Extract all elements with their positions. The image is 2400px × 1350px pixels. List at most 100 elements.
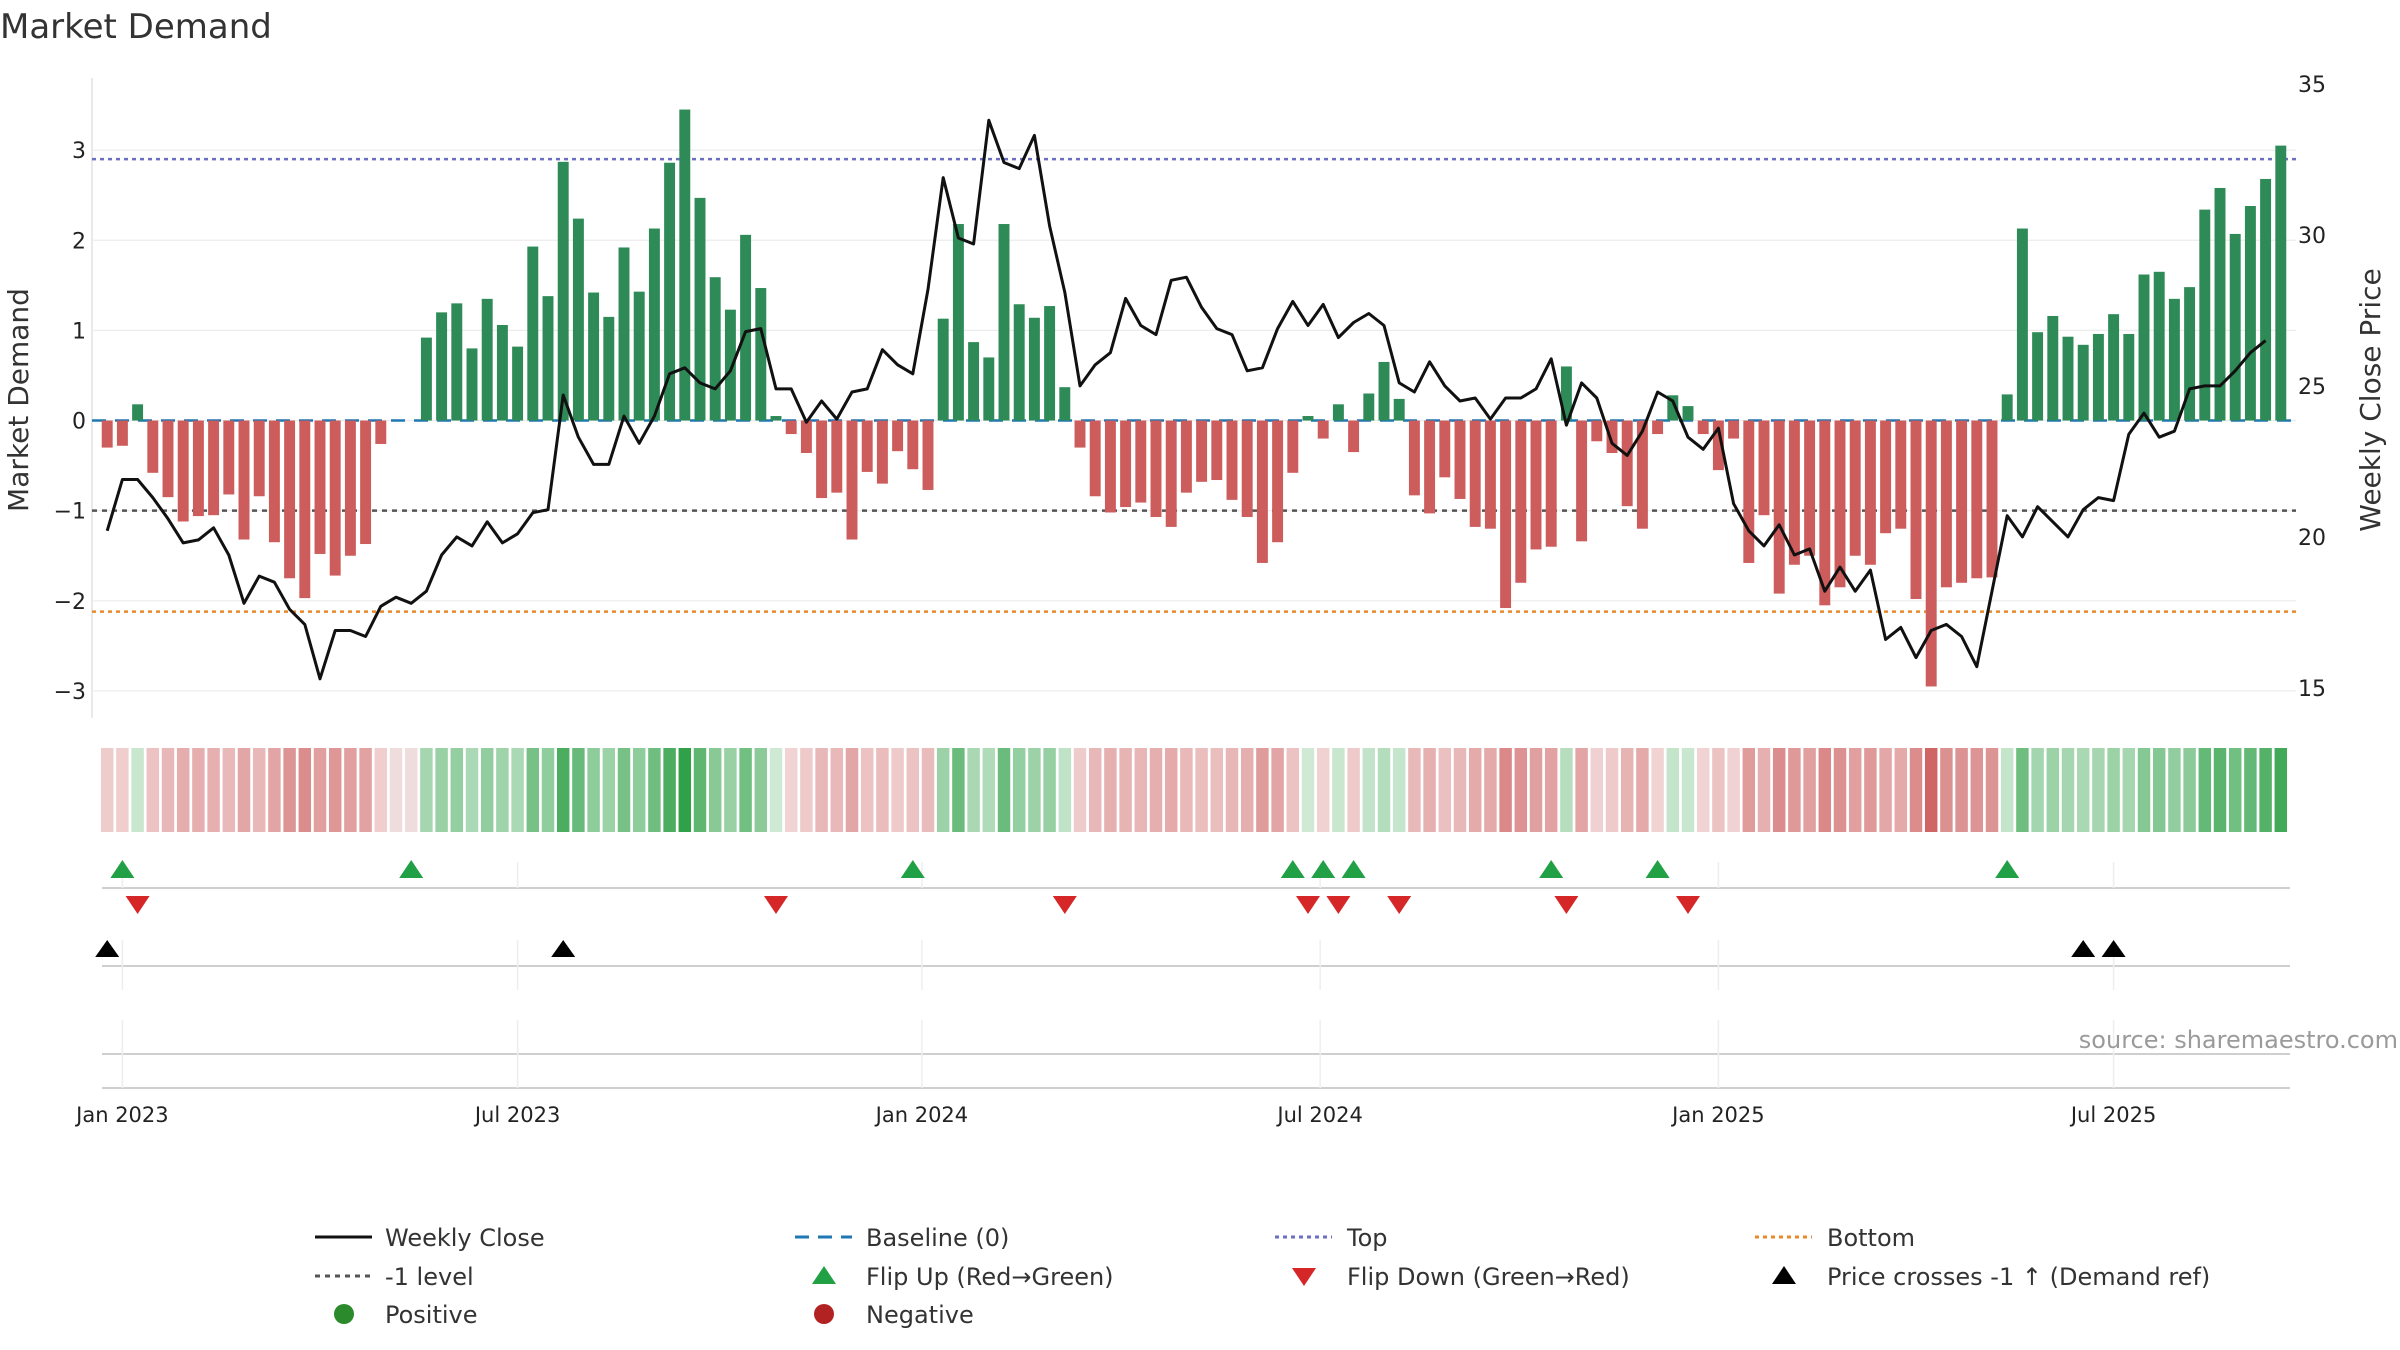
legend-label: Baseline (0) (866, 1224, 1009, 1252)
heat-strip-cell (1043, 748, 1056, 832)
heat-strip-cell (2046, 748, 2060, 832)
demand-bar-positive (512, 346, 524, 421)
demand-bar-negative (329, 420, 341, 576)
heat-strip-cell (1909, 748, 1923, 832)
heat-strip-cell (1803, 748, 1816, 832)
legend-swatch-dot (334, 1304, 354, 1324)
demand-bar-negative (1241, 420, 1253, 517)
demand-bar-positive (633, 291, 645, 421)
legend-item-negative: Negative (814, 1301, 974, 1329)
right-y-tick: 15 (2298, 677, 2326, 702)
heat-strip-cell (146, 748, 160, 832)
heat-strip-cell (1484, 748, 1497, 832)
heat-strip-cell (663, 748, 676, 832)
heat-strip-cell (1788, 748, 1801, 832)
demand-bar-negative (1788, 420, 1800, 565)
left-y-tick: −3 (54, 680, 86, 705)
demand-bar-negative (861, 420, 873, 472)
flip-down-marker (1676, 896, 1700, 914)
demand-bar-negative (800, 420, 812, 453)
demand-bar-positive (557, 161, 569, 421)
heat-strip-cell (268, 748, 281, 832)
demand-bar-positive (618, 247, 630, 421)
demand-bar-negative (1925, 420, 1937, 687)
demand-bar-negative (1272, 420, 1284, 543)
heat-strip-cell (587, 748, 600, 832)
demand-bar-negative (1408, 420, 1420, 496)
heat-strip-cell (1818, 748, 1832, 832)
demand-bar-positive (588, 292, 600, 421)
heat-strip-cell (632, 748, 646, 832)
weekly-close-line (105, 118, 2267, 681)
demand-bar-negative (1971, 420, 1983, 579)
flip-up-marker (1311, 860, 1336, 878)
heat-strip-cell (2092, 748, 2105, 832)
heat-strip-cell (2122, 748, 2136, 832)
heat-strip-cell (1544, 748, 1558, 832)
price-cross-marker (2071, 940, 2096, 957)
signal-markers (95, 860, 2126, 957)
heat-strip-cell (1742, 748, 1756, 832)
right-y-tick: 25 (2298, 375, 2326, 400)
signal-panel-lines (102, 862, 2290, 1089)
legend-item-top: Top (1275, 1224, 1388, 1252)
left-y-tick: 3 (72, 139, 86, 164)
heat-strip-cell (2016, 748, 2029, 832)
heat-strip-cell (1119, 748, 1132, 832)
demand-bar-negative (1864, 420, 1876, 565)
demand-bar-positive (2184, 287, 2196, 421)
heat-strip-cell (1180, 748, 1193, 832)
demand-bar-negative (1180, 420, 1192, 493)
demand-bar-positive (770, 416, 782, 421)
demand-bar-positive (2153, 271, 2165, 421)
demand-bar-positive (1332, 404, 1344, 421)
demand-bar-negative (1089, 420, 1101, 497)
legend-label: Flip Up (Red→Green) (866, 1263, 1114, 1291)
demand-bar-negative (1895, 420, 1907, 529)
heat-strip-cell (252, 748, 266, 832)
demand-bar-positive (937, 318, 949, 421)
demand-bar-positive (2062, 336, 2074, 421)
heat-strip-cell (2061, 748, 2075, 832)
heat-strip-cell (739, 748, 752, 832)
demand-bar-negative (1849, 420, 1861, 556)
demand-bar-negative (1697, 420, 1709, 435)
heat-strip-cell (1590, 748, 1604, 832)
heat-strip-cell (1195, 748, 1208, 832)
demand-bar-negative (892, 420, 904, 452)
legend-label: Positive (385, 1301, 478, 1329)
x-tick: Jan 2023 (74, 1103, 169, 1127)
heat-strip-cell (541, 748, 555, 832)
x-tick: Jan 2025 (1670, 1103, 1765, 1127)
heat-strip-cell (176, 748, 190, 832)
heat-strip-cell (2228, 748, 2242, 832)
right-y-tick: 30 (2298, 224, 2326, 249)
heat-strip-cell (1712, 748, 1725, 832)
flip-up-triangle-icon (812, 1266, 836, 1284)
heat-strip-cell (100, 748, 114, 832)
heat-strip-cell (906, 748, 920, 832)
heat-strip-cell (2076, 748, 2090, 832)
flip-down-marker (1326, 896, 1351, 914)
heat-strip-cell (1468, 748, 1482, 832)
heat-strip-cell (161, 748, 175, 832)
heat-strip-cell (1271, 748, 1284, 832)
demand-bar-negative (253, 420, 265, 497)
demand-bar-negative (846, 420, 858, 540)
flip-up-marker (399, 860, 424, 878)
heat-strip-cell (648, 748, 661, 832)
demand-bar-positive (527, 246, 539, 421)
legend-label: -1 level (385, 1263, 474, 1291)
heat-strip-cell (952, 748, 965, 832)
demand-bar-positive (648, 228, 660, 421)
heat-strip-cell (1073, 748, 1087, 832)
price-cross-marker (95, 940, 120, 957)
heat-strip-cell (480, 748, 494, 832)
heat-strip-cell (1058, 748, 1072, 832)
heat-strip-cell (693, 748, 707, 832)
demand-bar-negative (1226, 420, 1238, 500)
legend-label: Price crosses -1 ↑ (Demand ref) (1827, 1263, 2210, 1291)
heat-strip-cell (1377, 748, 1391, 832)
demand-bar-positive (436, 312, 448, 421)
